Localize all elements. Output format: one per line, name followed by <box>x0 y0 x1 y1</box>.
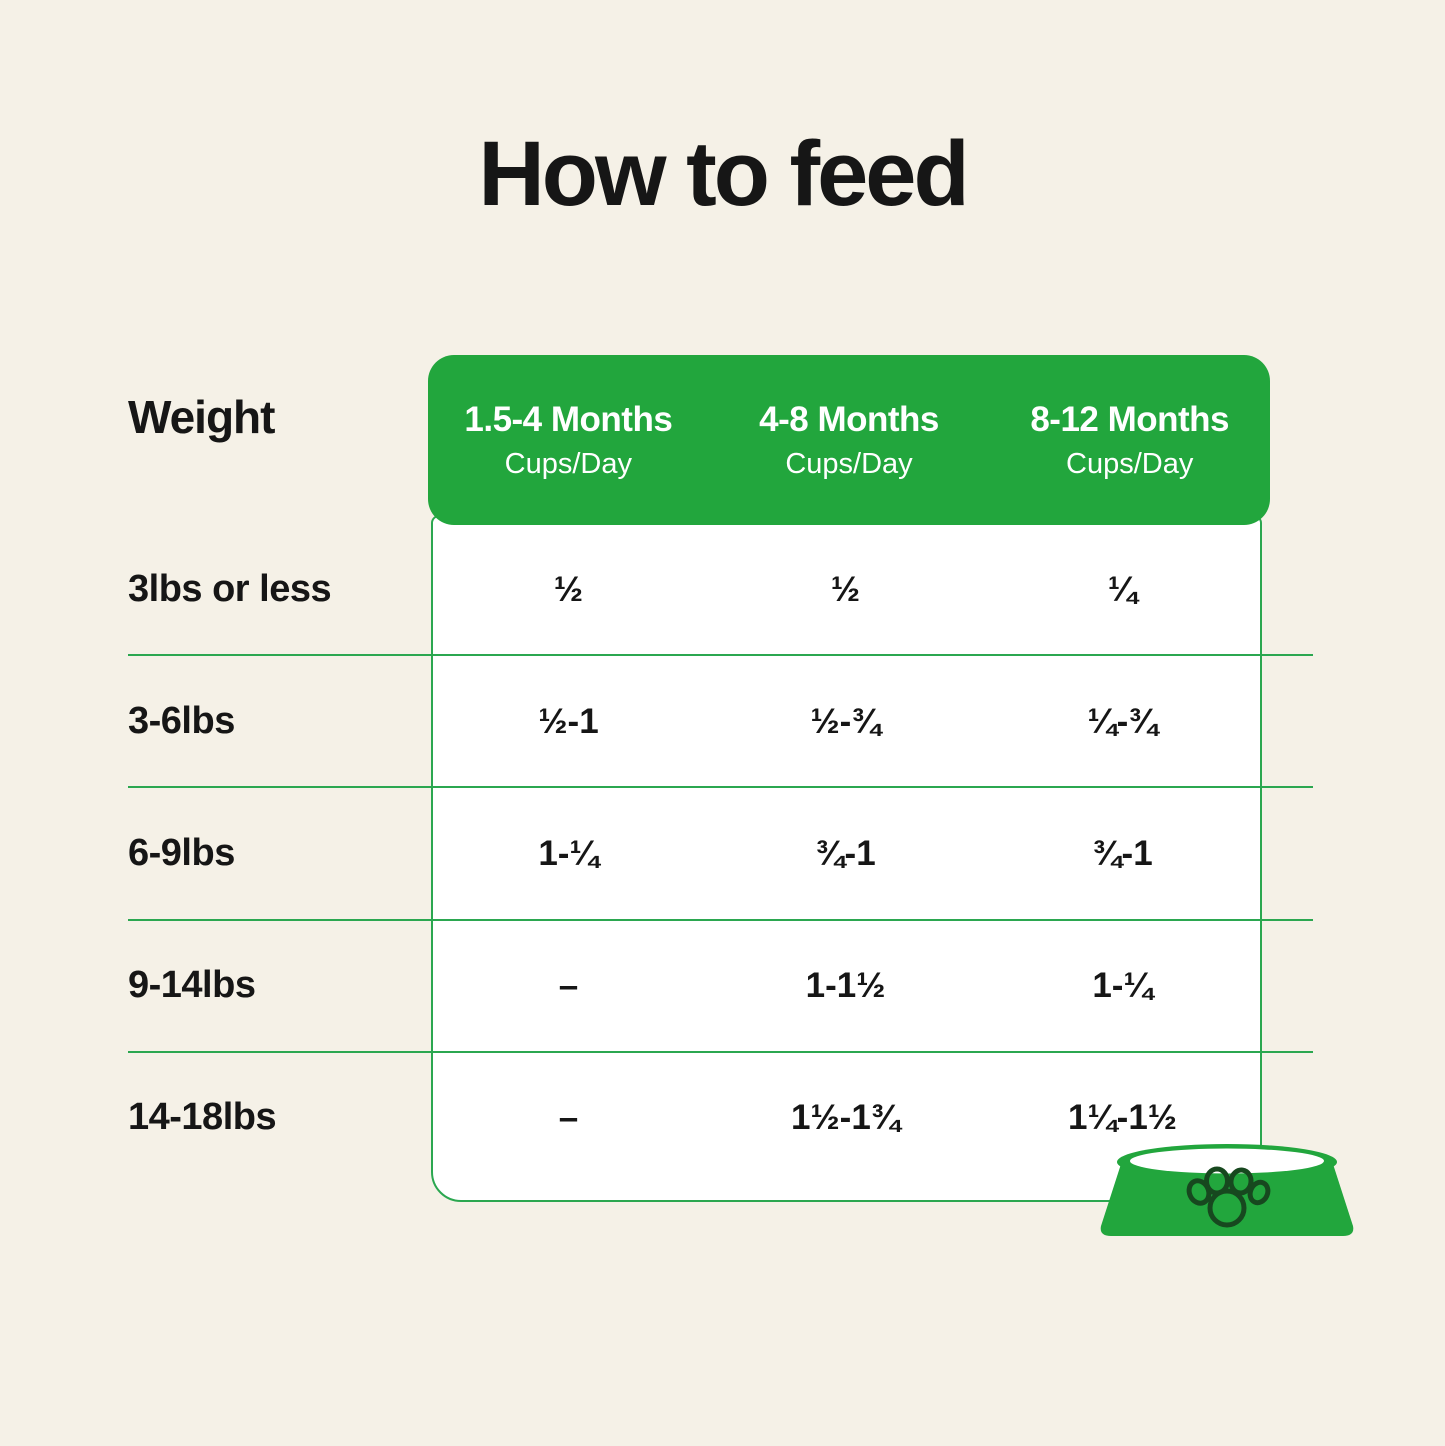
table-row: 9-14lbs – 1-1½ 1-¼ <box>128 920 1262 1051</box>
dog-bowl-icon <box>1100 1144 1354 1236</box>
cups-value: ¾-1 <box>1092 833 1153 873</box>
row-weight-label: 3lbs or less <box>128 568 332 610</box>
table-row: 3-6lbs ½-1 ½-¾ ¼-¾ <box>128 656 1262 787</box>
row-divider <box>128 1051 1313 1053</box>
row-weight-label: 14-18lbs <box>128 1096 277 1138</box>
table-row: 6-9lbs 1-¼ ¾-1 ¾-1 <box>128 788 1262 919</box>
column-header-3: 8-12 Months Cups/Day <box>989 400 1270 481</box>
table-row: 14-18lbs – 1½-1¾ 1¼-1½ <box>128 1052 1262 1183</box>
column-header-2: 4-8 Months Cups/Day <box>709 400 990 481</box>
row-divider <box>128 654 1313 656</box>
cups-value: 1½-1¾ <box>791 1097 900 1137</box>
column-age-range: 1.5-4 Months <box>464 399 673 439</box>
table-body-panel <box>431 515 1262 1202</box>
row-weight-label: 3-6lbs <box>128 700 235 742</box>
column-age-range: 4-8 Months <box>759 399 939 439</box>
page-title: How to feed <box>478 123 969 225</box>
row-divider <box>128 786 1313 788</box>
cups-value: 1-¼ <box>538 833 599 873</box>
column-age-range: 8-12 Months <box>1030 399 1230 439</box>
cups-value: ½-1 <box>538 701 599 741</box>
weight-column-header: Weight <box>128 391 275 443</box>
column-unit: Cups/Day <box>785 447 913 480</box>
column-unit: Cups/Day <box>1066 447 1194 480</box>
cups-value: 1-¼ <box>1092 965 1153 1005</box>
row-weight-label: 9-14lbs <box>128 964 256 1006</box>
cups-value: ¼ <box>1107 569 1138 609</box>
row-divider <box>128 919 1313 921</box>
cups-value: ½ <box>553 569 584 609</box>
cups-value: – <box>558 1097 579 1137</box>
cups-value: ¼-¾ <box>1087 701 1158 741</box>
paw-print-icon <box>1186 1166 1271 1228</box>
table-row: 3lbs or less ½ ½ ¼ <box>128 524 1262 655</box>
cups-value: ½-¾ <box>810 701 881 741</box>
cups-value: – <box>558 965 579 1005</box>
table-header: 1.5-4 Months Cups/Day 4-8 Months Cups/Da… <box>428 355 1270 525</box>
column-header-1: 1.5-4 Months Cups/Day <box>428 400 709 481</box>
cups-value: 1¼-1½ <box>1068 1097 1177 1137</box>
row-weight-label: 6-9lbs <box>128 832 235 874</box>
cups-value: 1-1½ <box>805 965 886 1005</box>
cups-value: ¾-1 <box>815 833 876 873</box>
cups-value: ½ <box>830 569 861 609</box>
column-unit: Cups/Day <box>504 447 632 480</box>
